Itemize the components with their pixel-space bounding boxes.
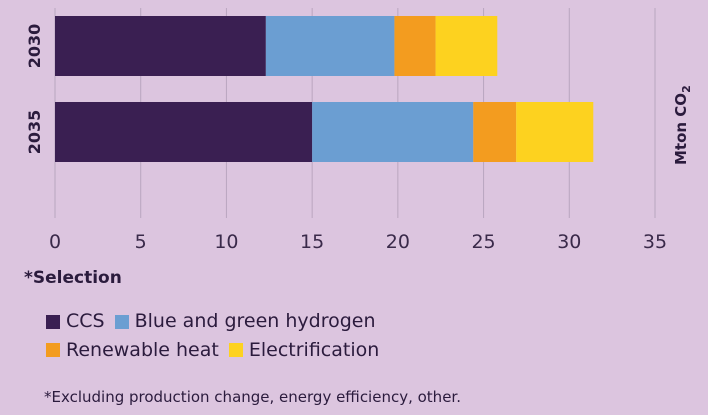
x-tick-label: 35: [643, 231, 667, 253]
axis-labels: 0 5 10 15 20 25 30 35 2030 2035: [25, 24, 667, 253]
legend-label: CCS: [66, 310, 105, 332]
bar-segment: [55, 102, 313, 162]
bar-segment: [516, 102, 594, 162]
legend-swatch: [46, 343, 60, 357]
category-label: 2035: [25, 110, 44, 155]
legend-item: Renewable heat: [46, 337, 219, 364]
x-tick-label: 15: [300, 231, 324, 253]
legend: CCS Blue and green hydrogen Renewable heat…: [46, 308, 446, 365]
x-tick-label: 30: [557, 231, 581, 253]
legend-swatch: [114, 314, 129, 329]
bar-segment: [394, 16, 436, 76]
legend-item: CCS: [46, 308, 105, 335]
stacked-bar-chart: 0 5 10 15 20 25 30 35 2030 2035 Mton CO2: [25, 8, 693, 253]
legend-item: Electrification: [228, 337, 380, 364]
legend-item: Blue and green hydrogen: [114, 308, 376, 335]
x-tick-label: 10: [214, 231, 238, 253]
legend-label: Renewable heat: [66, 338, 219, 361]
category-label: 2030: [25, 24, 44, 69]
legend-swatch: [46, 314, 60, 329]
x-tick-label: 5: [135, 231, 147, 253]
bar-segment: [473, 102, 517, 162]
bar-segment: [265, 16, 395, 76]
unit-label: Mton CO2: [672, 85, 693, 165]
selection-heading: *Selection: [24, 268, 122, 288]
bar-segment: [435, 16, 498, 76]
x-tick-label: 0: [49, 231, 61, 253]
bar-segment: [55, 16, 266, 76]
x-tick-label: 20: [386, 231, 410, 253]
bars: [55, 16, 594, 162]
x-tick-label: 25: [471, 231, 495, 253]
footnote: *Excluding production change, energy eff…: [44, 388, 461, 406]
legend-swatch: [228, 343, 243, 357]
legend-label: Electrification: [248, 338, 380, 361]
legend-label: Blue and green hydrogen: [134, 310, 376, 332]
bar-segment: [312, 102, 474, 162]
